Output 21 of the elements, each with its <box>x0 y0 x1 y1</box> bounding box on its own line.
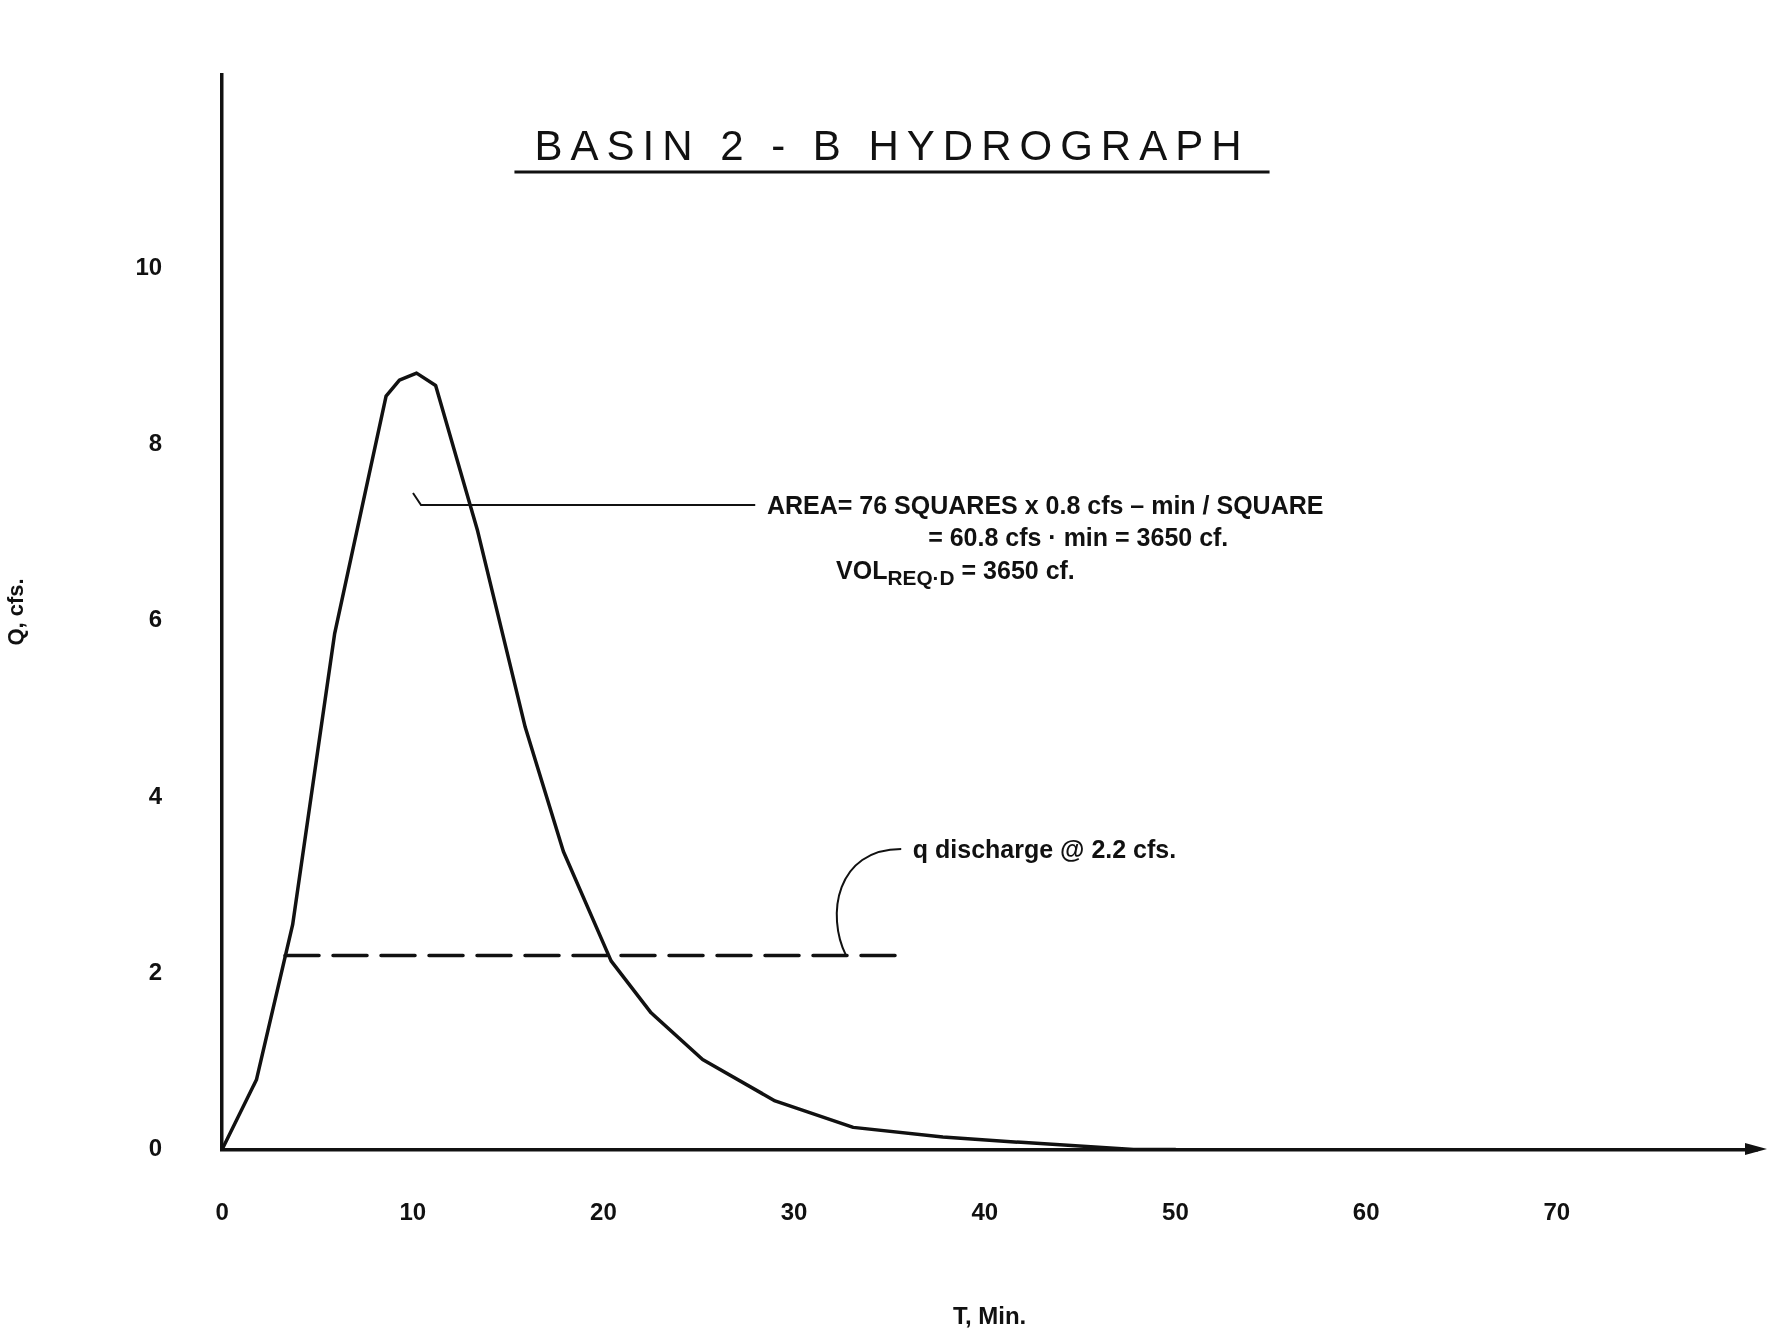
x-tick-label: 50 <box>1162 1198 1189 1226</box>
annotation: q discharge @ 2.2 cfs. <box>912 835 1177 864</box>
y-axis-title: Q, cfs. <box>3 578 29 646</box>
x-tick-label: 0 <box>215 1198 229 1226</box>
x-tick-label: 70 <box>1543 1198 1571 1226</box>
x-tick-label: 10 <box>399 1198 427 1226</box>
y-tick-label: 0 <box>148 1134 163 1162</box>
y-tick-label: 10 <box>135 252 163 280</box>
x-axis-title: T, Min. <box>952 1302 1027 1330</box>
x-tick-label: 60 <box>1352 1198 1380 1226</box>
x-tick-label: 40 <box>971 1198 999 1226</box>
y-tick-label: 6 <box>148 605 163 633</box>
y-tick-label: 4 <box>148 781 163 809</box>
y-tick-label: 8 <box>148 429 163 457</box>
text: BASIN 2 - B HYDROGRAPH <box>534 122 1250 169</box>
annotation: VOL$_{REQ·D}$ = 3650 cf. <box>836 555 1075 591</box>
x-tick-label: 30 <box>780 1198 808 1226</box>
y-tick-label: 2 <box>148 957 163 985</box>
annotation: AREA= 76 SQUARES x 0.8 cfs – min / SQUARE <box>766 491 1324 520</box>
x-tick-label: 20 <box>590 1198 617 1226</box>
annotation: = 60.8 cfs · min = 3650 cf. <box>928 523 1229 552</box>
